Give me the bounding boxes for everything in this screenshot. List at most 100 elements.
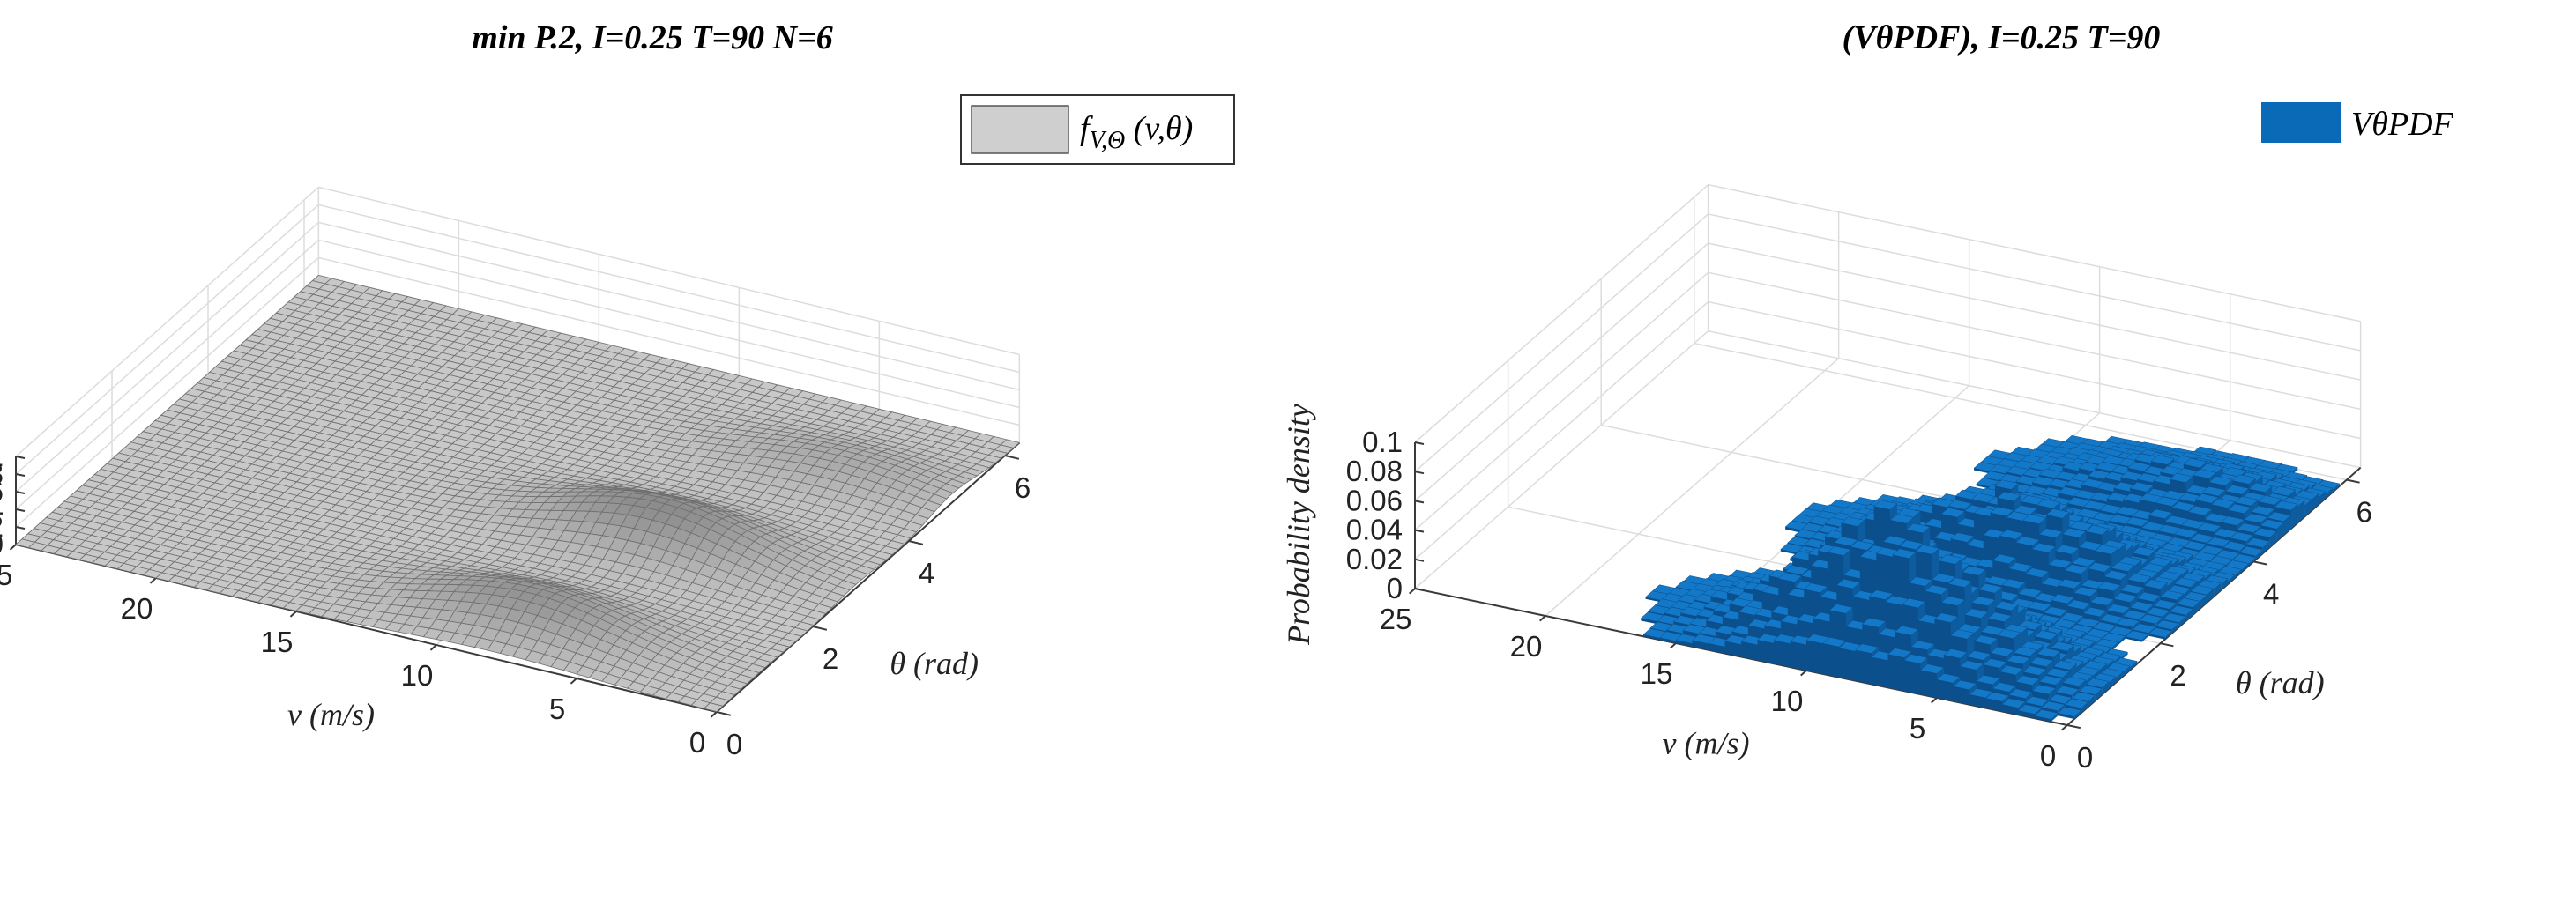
bar-side [1953,686,1969,705]
bar-top [2085,524,2110,536]
theta-tick-mark [2066,724,2081,730]
z-tick-mark [1414,441,1425,445]
bar-top [2126,461,2152,472]
bar-top [2052,619,2078,629]
bar-top [2150,455,2175,465]
bar-top [2066,599,2091,611]
z-tick-mark [15,526,26,530]
bar-top [1990,646,2014,657]
v-tick-mark [1800,670,1807,677]
bar-top [1973,634,1999,646]
chart-title: (VθPDF), I=0.25 T=90 [1843,19,2161,56]
theta-tick-label: 0 [726,728,742,760]
v-tick-mark [149,577,157,584]
v-tick-label: 25 [0,559,12,591]
bar-top [1950,629,1975,640]
bar-top [2024,567,2050,578]
z-gridline [1414,330,2361,589]
v-tick-mark [2061,724,2068,731]
surface-mesh [15,274,1021,713]
bar-top [2155,496,2180,507]
v-tick-mark [1409,588,1416,595]
theta-tick-label: 2 [2170,659,2185,692]
z-gridline [1414,213,2361,472]
bar-top [2088,562,2112,573]
z-tick-label: 0.1 [0,440,4,472]
bar-top [1910,640,1935,651]
bar-top [1959,660,1984,671]
v-tick-label: 25 [1380,603,1412,635]
bar-side [1806,640,1823,674]
z-tick-label: 0.04 [0,493,4,525]
bar-top [2017,587,2043,598]
theta-tick-mark [812,626,828,631]
bar-top [1919,663,1945,674]
bar-top [1854,643,1880,654]
bar-top [2031,543,2057,553]
legend-label: fV,Θ (v,θ) [1080,110,1193,154]
bar-top [1939,554,1963,565]
bar-top [2064,564,2089,574]
bar-top [2095,544,2119,555]
bar-side [1741,641,1758,661]
bar-top [1903,654,1928,664]
bar-top [1915,545,1940,555]
z-tick-label: 0.08 [0,457,4,490]
v-tick-mark [1539,615,1546,622]
bar-top [2071,557,2096,567]
bar-top [1933,612,1959,623]
bar-top [1850,540,1875,551]
z-tick-mark [1414,529,1425,533]
bar-top [1873,500,1898,510]
bar-top [1892,548,1917,559]
bar-top [1952,679,1977,691]
bar-side [1709,643,1725,654]
theta-tick-label: 4 [919,557,934,589]
z-tick-label: 0.06 [1346,484,1403,516]
bar-top [2129,482,2155,493]
bar-side [1839,648,1856,681]
bar-top [2169,472,2193,484]
bar-side [1887,654,1904,692]
theta-tick-mark [1004,455,1020,460]
v-tick-mark [9,544,17,551]
bar-side [1974,468,1991,474]
bar-top [1827,545,1851,556]
bar-top [1977,583,2003,594]
bar-top [2111,561,2136,572]
legend: fV,Θ (v,θ) [960,94,1235,165]
bar-top [2125,516,2149,527]
bar-top [1906,522,1931,534]
bar-top [2173,528,2199,538]
bar-top [2148,508,2173,520]
bar-top [2043,606,2068,617]
bar-side [1904,660,1921,695]
bar-top [1834,536,1858,547]
bar-top [2192,469,2217,479]
bar-top [1969,688,1993,699]
theta-tick-mark [716,711,732,716]
theta-tick-mark [2252,560,2267,566]
z-tick-mark [1414,558,1425,562]
bar-top [1992,553,2017,565]
v-tick-label: 10 [401,659,434,692]
bar-top [2078,540,2103,552]
v-tick-label: 20 [1510,630,1543,663]
bar-top [1990,506,2014,517]
bar-top [2201,486,2226,497]
bar-top [2059,611,2084,623]
theta-tick-label: 4 [2263,577,2279,610]
bar-top [2045,508,2071,519]
bar-top [2103,570,2129,581]
bar-top [1971,596,1996,606]
v-tick-label: 5 [1910,712,1925,745]
bar-top [1987,611,2013,623]
bar-top [1936,673,1961,684]
z-tick-label: 0 [0,528,4,560]
z-tick-label: 0.08 [1346,455,1403,487]
z-tick-label: 0 [1387,572,1403,604]
v-floor-gridline [1545,358,1840,617]
bar-side [1757,640,1774,664]
bar-side [1822,643,1839,678]
bar-side [1659,637,1676,643]
